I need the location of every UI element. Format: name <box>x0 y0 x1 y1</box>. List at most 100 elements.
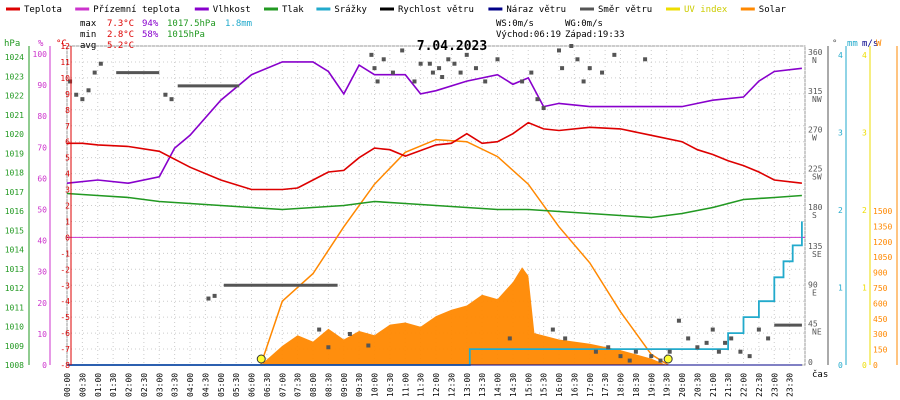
temp-tick-label: 4 <box>65 170 70 179</box>
wind-dir-point <box>716 349 721 354</box>
hpa-tick-label: 1009 <box>5 342 24 351</box>
temp-tick-label: -2 <box>60 265 70 274</box>
temp-tick-label: 12 <box>60 42 70 51</box>
wind-dir-point <box>74 92 79 97</box>
stat-avg-label: avg <box>80 41 96 51</box>
wind-dir-point <box>464 52 469 57</box>
hpa-tick-label: 1014 <box>5 246 24 255</box>
stat-max-press: 1017.5hPa <box>167 19 216 29</box>
x-tick-label: 19:00 <box>647 373 656 397</box>
wind-dir-point <box>633 349 638 354</box>
wind-dir-point <box>446 57 451 62</box>
x-tick-label: 14:00 <box>494 373 503 397</box>
wind-dir-point <box>710 327 715 332</box>
x-tick-label: 05:30 <box>232 373 241 397</box>
dir-tick-label: 225 <box>808 164 823 173</box>
x-tick-label: 15:00 <box>524 373 533 397</box>
temp-tick-label: -6 <box>60 329 70 338</box>
wind-dir-point <box>756 327 761 332</box>
sunset-time: Západ:19:33 <box>565 30 625 40</box>
x-tick-label: 02:00 <box>125 373 134 397</box>
mm-tick-label: 1 <box>838 284 843 293</box>
temp-tick-label: 3 <box>65 186 70 195</box>
hpa-tick-label: 1022 <box>5 92 24 101</box>
temp-tick-label: 8 <box>65 106 70 115</box>
wind-dir-point <box>375 79 380 84</box>
pct-tick-label: 0 <box>42 361 47 370</box>
wind-dir-point <box>606 345 611 350</box>
wind-dir-point <box>418 61 423 66</box>
wind-dir-point <box>747 354 752 359</box>
legend-label: Rychlost větru <box>398 5 474 15</box>
mm-tick-label: 4 <box>838 51 843 60</box>
hpa-tick-label: 1008 <box>5 361 24 370</box>
temp-tick-label: 10 <box>60 74 70 83</box>
dir-tick-label: 315 <box>808 87 823 96</box>
wind-dir-point <box>369 52 374 57</box>
x-tick-label: 01:30 <box>109 373 118 397</box>
dir-tick-label: 90 <box>808 281 818 290</box>
wind-dir-point <box>658 358 663 363</box>
x-tick-label: 18:00 <box>617 373 626 397</box>
x-tick-label: 19:30 <box>663 373 672 397</box>
x-axis-label: čas <box>812 369 828 380</box>
rain-line <box>67 221 803 366</box>
wind-dir-point <box>427 61 432 66</box>
x-tick-label: 07:30 <box>294 373 303 397</box>
hpa-tick-label: 1013 <box>5 265 24 274</box>
pct-tick-label: 20 <box>37 299 47 308</box>
x-tick-label: 10:00 <box>371 373 380 397</box>
wind-dir-point <box>581 79 586 84</box>
wind-dir-point <box>535 97 540 102</box>
temp-tick-label: -4 <box>60 297 70 306</box>
dir-tick-label: 270 <box>808 126 823 135</box>
mm-tick-label: 2 <box>838 206 843 215</box>
stat-min-press: 1015hPa <box>167 30 205 40</box>
dir-tick-label: 360 <box>808 48 823 57</box>
legend-label: Solar <box>759 5 787 15</box>
wind-dir-point <box>529 70 534 75</box>
dir-tick-label: 135 <box>808 242 823 251</box>
pct-tick-label: 60 <box>37 174 47 183</box>
wind-dir-point <box>587 66 592 71</box>
wind-dir-point <box>483 79 488 84</box>
hpa-tick-label: 1021 <box>5 111 24 120</box>
temp-tick-label: 7 <box>65 122 70 131</box>
x-tick-label: 16:00 <box>555 373 564 397</box>
stats-block: max 7.3°C 94% 1017.5hPa 1.8mm min 2.8°C … <box>80 19 252 51</box>
wind-dir-point <box>676 318 681 323</box>
wind-dir-point <box>686 336 691 341</box>
pressure-line <box>66 192 802 219</box>
wind-dir-point <box>649 354 654 359</box>
temp-tick-label: -5 <box>60 313 70 322</box>
solar-tick-label: 1350 <box>873 222 892 231</box>
x-tick-label: 01:00 <box>94 373 103 397</box>
hpa-tick-label: 1017 <box>5 188 24 197</box>
temp-tick-label: -3 <box>60 281 70 290</box>
wind-dir-point <box>317 327 322 332</box>
pct-tick-label: 30 <box>37 268 47 277</box>
temp-tick-label: -1 <box>60 249 70 258</box>
wind-wg: WG:0m/s <box>565 19 603 29</box>
wind-dir-point <box>520 79 525 84</box>
ms-tick-label: 0 <box>862 361 867 370</box>
x-tick-label: 16:30 <box>570 373 579 397</box>
wind-dir-point <box>612 52 617 57</box>
x-tick-label: 06:00 <box>248 373 257 397</box>
wind-dir-point <box>381 57 386 62</box>
series-lines <box>66 44 805 366</box>
x-tick-label: 03:00 <box>155 373 164 397</box>
x-tick-label: 17:00 <box>586 373 595 397</box>
temp-tick-label: 1 <box>65 217 70 226</box>
pct-tick-label: 100 <box>33 50 48 59</box>
pct-tick-label: 10 <box>37 330 47 339</box>
solar-fill-area <box>260 267 667 365</box>
wind-dir-point <box>400 48 405 53</box>
wind-dir-point <box>557 48 561 53</box>
x-tick-label: 22:30 <box>755 373 764 397</box>
temp-tick-label: 9 <box>65 90 70 99</box>
wind-dir-point <box>667 349 672 354</box>
dir-tick-name: W <box>812 134 817 143</box>
axis-unit-hpa: hPa <box>4 39 20 49</box>
